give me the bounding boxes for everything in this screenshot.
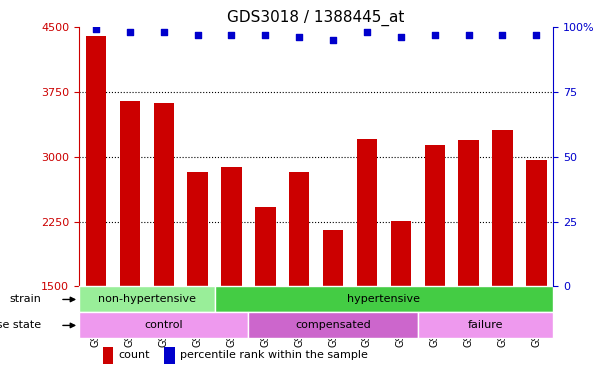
Bar: [418, 313, 553, 338]
Text: count: count: [118, 351, 150, 361]
Title: GDS3018 / 1388445_at: GDS3018 / 1388445_at: [227, 9, 405, 25]
Text: compensated: compensated: [295, 320, 371, 330]
Bar: [289, 172, 309, 286]
Point: [328, 37, 338, 43]
Bar: [458, 140, 478, 286]
Bar: [164, 347, 175, 364]
Bar: [221, 167, 241, 286]
Bar: [526, 160, 547, 286]
Bar: [215, 286, 553, 313]
Point: [159, 29, 168, 35]
Point: [125, 29, 135, 35]
Point: [227, 31, 237, 38]
Bar: [323, 230, 344, 286]
Bar: [86, 36, 106, 286]
Text: hypertensive: hypertensive: [347, 295, 420, 305]
Bar: [120, 101, 140, 286]
Point: [294, 34, 304, 40]
Point: [193, 31, 202, 38]
Text: disease state: disease state: [0, 320, 41, 330]
Bar: [249, 313, 418, 338]
Bar: [391, 221, 411, 286]
Bar: [154, 103, 174, 286]
Point: [91, 26, 101, 33]
Bar: [357, 139, 377, 286]
Text: non-hypertensive: non-hypertensive: [98, 295, 196, 305]
Bar: [187, 172, 208, 286]
Bar: [79, 313, 249, 338]
Bar: [79, 286, 215, 313]
Bar: [103, 347, 113, 364]
Bar: [492, 130, 513, 286]
Point: [260, 31, 270, 38]
Point: [497, 31, 507, 38]
Text: strain: strain: [9, 295, 41, 305]
Point: [531, 31, 541, 38]
Point: [430, 31, 440, 38]
Bar: [255, 207, 275, 286]
Bar: [424, 146, 445, 286]
Point: [362, 29, 372, 35]
Text: control: control: [145, 320, 183, 330]
Point: [396, 34, 406, 40]
Point: [464, 31, 474, 38]
Text: percentile rank within the sample: percentile rank within the sample: [179, 351, 367, 361]
Text: failure: failure: [468, 320, 503, 330]
